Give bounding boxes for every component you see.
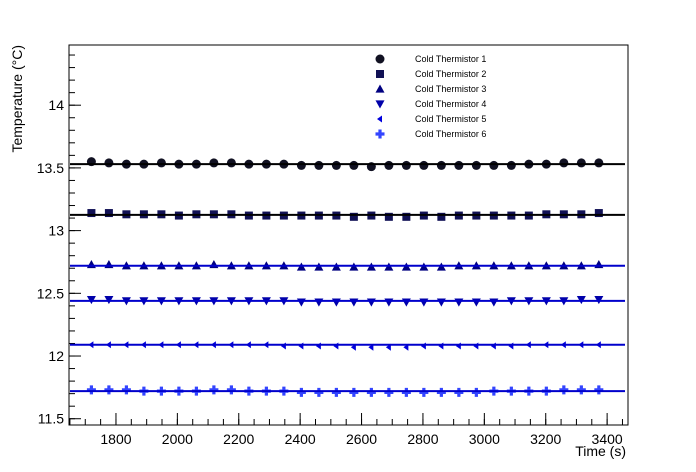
marker — [104, 209, 113, 218]
marker — [377, 115, 382, 123]
marker — [104, 158, 114, 168]
marker — [209, 385, 219, 395]
marker — [384, 212, 393, 221]
marker — [401, 387, 411, 397]
marker — [506, 160, 516, 170]
marker — [87, 209, 96, 218]
x-axis-title: Time (s) — [575, 443, 626, 459]
y-tick-label: 12 — [48, 348, 64, 364]
legend-label: Cold Thermistor 4 — [415, 99, 486, 109]
marker — [331, 160, 341, 170]
marker — [349, 160, 359, 170]
frame — [68, 44, 629, 426]
marker — [86, 385, 96, 395]
marker — [384, 387, 394, 397]
marker — [594, 209, 603, 218]
x-tick-label: 2400 — [285, 431, 316, 447]
marker — [376, 70, 384, 78]
legend-label: Cold Thermistor 6 — [415, 129, 486, 139]
marker — [314, 160, 324, 170]
marker — [314, 387, 324, 397]
x-tick-label: 3200 — [530, 431, 561, 447]
marker — [331, 387, 341, 397]
marker — [104, 385, 114, 395]
legend-label: Cold Thermistor 5 — [415, 114, 486, 124]
marker — [226, 385, 236, 395]
marker — [156, 158, 166, 168]
marker — [471, 160, 481, 170]
marker — [594, 385, 604, 395]
marker — [296, 160, 306, 170]
y-tick-label: 13.5 — [37, 160, 64, 176]
y-tick-label: 11.5 — [38, 411, 64, 427]
marker — [559, 385, 569, 395]
marker — [419, 387, 429, 397]
marker — [576, 158, 586, 168]
marker — [375, 84, 385, 93]
x-tick-label: 3400 — [592, 431, 623, 447]
x-tick-label: 2800 — [407, 431, 438, 447]
marker — [454, 160, 464, 170]
x-tick-label: 2600 — [346, 431, 377, 447]
marker — [209, 158, 219, 168]
marker — [375, 100, 385, 109]
marker — [436, 160, 446, 170]
marker — [437, 212, 446, 221]
x-tick-label: 1800 — [100, 431, 131, 447]
y-tick-label: 12.5 — [37, 285, 64, 301]
marker — [436, 387, 446, 397]
marker — [576, 385, 586, 395]
y-axis-title: Temperature (°C) — [9, 45, 25, 153]
marker — [594, 158, 604, 168]
marker — [471, 387, 481, 397]
marker — [296, 387, 306, 397]
marker — [419, 160, 429, 170]
marker — [375, 54, 385, 64]
marker — [489, 160, 499, 170]
legend-label: Cold Thermistor 3 — [415, 84, 486, 94]
marker — [226, 158, 236, 168]
marker — [454, 387, 464, 397]
marker — [559, 158, 569, 168]
x-tick-label: 2200 — [223, 431, 254, 447]
marker — [349, 212, 358, 221]
marker — [401, 160, 411, 170]
marker — [402, 212, 411, 221]
marker — [349, 387, 359, 397]
legend-label: Cold Thermistor 2 — [415, 69, 486, 79]
y-tick-label: 13 — [48, 223, 64, 239]
x-tick-label: 3000 — [469, 431, 500, 447]
legend-label: Cold Thermistor 1 — [415, 54, 486, 64]
marker — [375, 129, 385, 139]
marker — [121, 385, 131, 395]
marker — [366, 387, 376, 397]
y-tick-label: 14 — [48, 97, 64, 113]
marker — [384, 160, 394, 170]
x-tick-label: 2000 — [162, 431, 193, 447]
